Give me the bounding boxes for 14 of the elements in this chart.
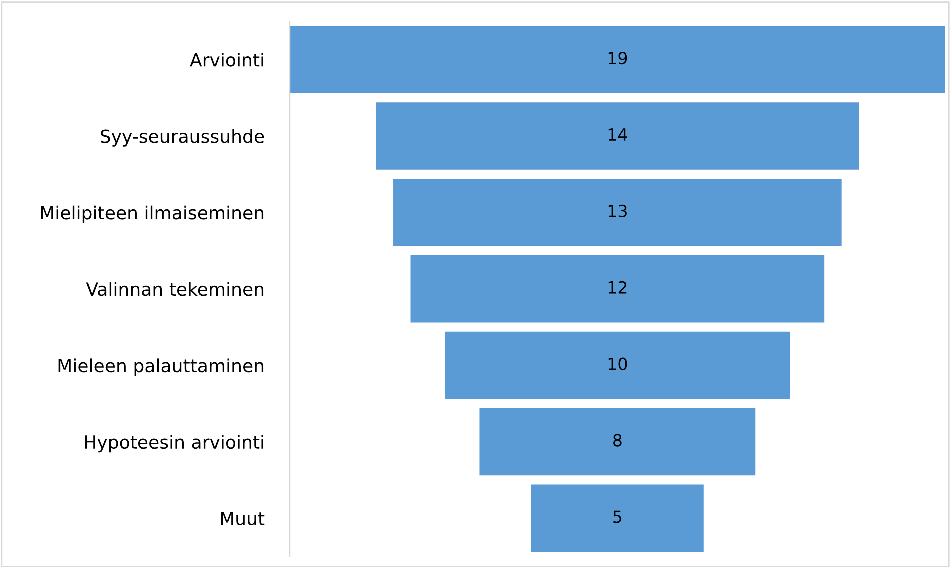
category-label: Mielipiteen ilmaiseminen xyxy=(41,206,264,224)
category-label: Mieleen palauttaminen xyxy=(58,358,264,376)
category-label: Arviointi xyxy=(190,52,264,67)
category-label: Hypoteesin arviointi xyxy=(85,435,264,453)
data-label: 8 xyxy=(614,434,622,447)
category-label: Valinnan tekeminen xyxy=(86,282,264,296)
data-label: 19 xyxy=(608,52,628,65)
category-label: Syy-seuraussuhde xyxy=(101,129,264,147)
category-label: Muut xyxy=(221,512,265,526)
data-label: 13 xyxy=(608,204,627,218)
data-label: 5 xyxy=(614,510,622,524)
data-label: 10 xyxy=(608,358,628,370)
data-label: 12 xyxy=(608,281,627,294)
data-label: 14 xyxy=(608,128,628,141)
